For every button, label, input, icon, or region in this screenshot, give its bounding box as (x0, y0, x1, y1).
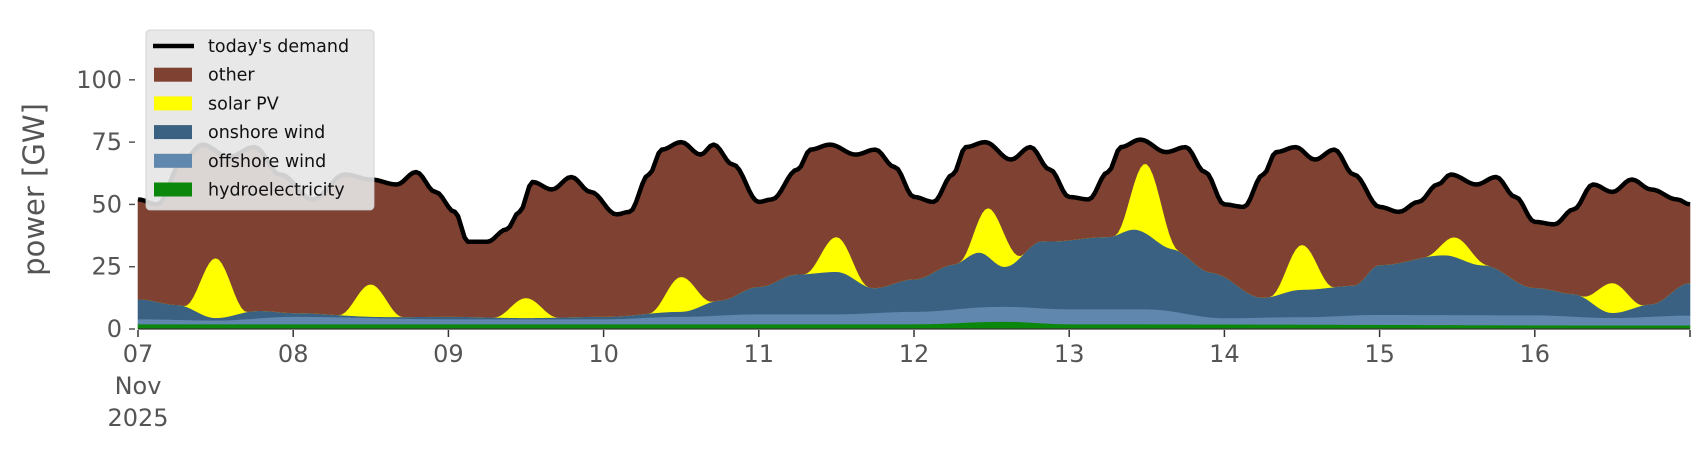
x-tick-label: Nov (115, 372, 162, 400)
legend-swatch (154, 125, 192, 140)
legend-swatch (154, 153, 192, 168)
x-tick-label: 14 (1209, 340, 1240, 368)
demand-line (137, 137, 1691, 245)
legend-label: solar PV (208, 94, 279, 114)
legend-label: onshore wind (208, 123, 325, 143)
legend-swatch (154, 67, 192, 82)
legend-label: other (208, 66, 255, 86)
legend-label: offshore wind (208, 152, 326, 172)
legend-box (145, 29, 375, 211)
legend-swatch (154, 96, 192, 111)
x-tick-label: 15 (1364, 340, 1395, 368)
x-tick-label: 08 (278, 340, 309, 368)
y-tick-label: 0 (107, 315, 122, 343)
y-tick-label: 50 (91, 190, 122, 218)
legend-swatch (154, 182, 192, 197)
legend-label: hydroelectricity (208, 181, 345, 201)
x-tick-label: 07 (123, 340, 154, 368)
y-axis-label: power [GW] (17, 103, 51, 276)
axes: 0 25 50 75 100 power [GW] 07 Nov 2025 08 09 10 11 12 1… (17, 66, 1691, 432)
x-tick-label: 2025 (107, 404, 168, 432)
x-tick-label: 13 (1054, 340, 1085, 368)
x-tick-label: 10 (588, 340, 619, 368)
y-tick-label: 25 (91, 253, 122, 281)
plot-area (137, 137, 1691, 330)
y-tick-label: 75 (91, 128, 122, 156)
x-tick-label: 12 (899, 340, 930, 368)
x-tick-label: 16 (1520, 340, 1551, 368)
y-tick-label: 100 (76, 66, 122, 94)
x-tick-label: 09 (433, 340, 464, 368)
legend: today's demand other solar PV onshore wind o… (145, 29, 375, 211)
legend-label: today's demand (208, 37, 349, 57)
x-tick-label: 11 (744, 340, 775, 368)
